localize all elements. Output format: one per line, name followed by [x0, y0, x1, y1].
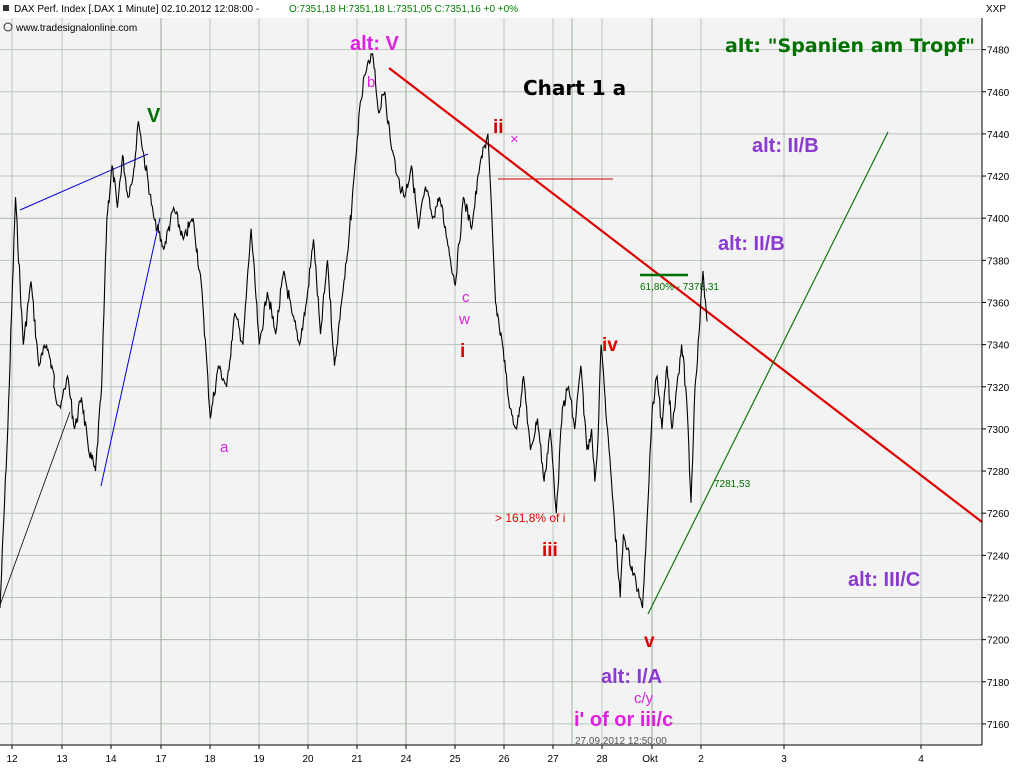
price-series	[0, 52, 708, 609]
price-line	[0, 52, 708, 609]
green-uptrend-line	[647, 131, 889, 615]
level-label: 7281,53	[714, 479, 751, 490]
y-tick-label: 7400	[987, 214, 1010, 225]
wave-label: alt: II/B	[718, 233, 785, 255]
wave-label: alt: III/C	[848, 569, 920, 591]
chart-subtitle: alt: "Spanien am Tropf"	[725, 35, 975, 57]
cursor-timestamp: 27.09.2012 12:50:00	[575, 736, 667, 747]
plot-area	[0, 18, 982, 745]
y-tick-label: 7320	[987, 383, 1010, 394]
wave-label: ii	[493, 117, 504, 138]
x-tick-label: 12	[6, 754, 18, 765]
y-tick-label: 7380	[987, 256, 1010, 267]
x-tick-label: 28	[596, 754, 608, 765]
y-tick-label: 7420	[987, 172, 1010, 183]
axis-code: XXP	[986, 4, 1006, 15]
wave-label: ×	[510, 131, 519, 148]
wave-label: alt: II/B	[752, 135, 819, 157]
y-tick-label: 7200	[987, 636, 1010, 647]
y-tick-label: 7180	[987, 678, 1010, 689]
trend-lines: 61,80% - 7378,31 7281,53	[0, 67, 983, 615]
wave-label: w	[458, 311, 470, 328]
y-tick-label: 7240	[987, 551, 1010, 562]
wave-labels: alt: V Vb a ii × cwi iv > 161,8% of i iii v alt: I…	[147, 33, 920, 731]
x-tick-label: 17	[155, 754, 167, 765]
y-tick-label: 7360	[987, 298, 1010, 309]
y-tick-label: 7440	[987, 130, 1010, 141]
wave-label: c	[462, 289, 470, 306]
x-tick-label: 27	[547, 754, 559, 765]
y-tick-label: 7460	[987, 88, 1010, 99]
y-tick-label: 7160	[987, 720, 1010, 731]
blue-channel-upper	[19, 153, 149, 211]
x-axis: 12 13 14 17 18 19 20 21 24 25 26 27 28 Okt 2 3 4	[0, 744, 982, 765]
chart-title: Chart 1 a	[523, 76, 626, 100]
x-tick-label: 19	[253, 754, 265, 765]
header-source: www.tradesignalonline.com	[15, 23, 137, 34]
x-tick-label: 2	[698, 754, 704, 765]
grid-lines	[0, 18, 982, 745]
wave-label: i	[460, 341, 465, 362]
x-tick-label: 20	[302, 754, 314, 765]
y-tick-label: 7340	[987, 341, 1010, 352]
y-tick-label: 7280	[987, 467, 1010, 478]
x-tick-label: 25	[449, 754, 461, 765]
wave-label: > 161,8% of i	[495, 511, 565, 525]
x-tick-label: Okt	[642, 754, 658, 765]
y-tick-label: 7260	[987, 509, 1010, 520]
wave-label: c/y	[634, 690, 654, 707]
wave-label: iv	[602, 335, 618, 356]
x-tick-label: 4	[918, 754, 924, 765]
blue-channel-lower	[100, 217, 161, 487]
wave-label: a	[220, 439, 229, 456]
x-tick-label: 18	[204, 754, 216, 765]
wave-label: v	[644, 631, 655, 652]
black-trend-line	[0, 411, 71, 606]
y-axis: 7160 7180 7200 7220 7240 7260 7280 7300 7320 7340…	[981, 18, 1010, 745]
wave-label: alt: V	[350, 33, 400, 55]
x-tick-label: 21	[351, 754, 363, 765]
chart-menu-icon[interactable]	[3, 5, 9, 11]
y-tick-label: 7480	[987, 46, 1010, 57]
wave-label: V	[147, 105, 161, 127]
wave-label: iii	[542, 540, 558, 561]
level-label: 61,80% - 7378,31	[640, 282, 719, 293]
header-ohlc: O:7351,18 H:7351,18 L:7351,05 C:7351,16 …	[289, 4, 518, 15]
wave-label: b	[367, 74, 375, 91]
y-tick-label: 7300	[987, 425, 1010, 436]
x-tick-label: 14	[105, 754, 117, 765]
wave-label: alt: I/A	[601, 666, 662, 688]
x-tick-label: 26	[498, 754, 510, 765]
x-tick-label: 13	[56, 754, 68, 765]
x-tick-label: 3	[781, 754, 787, 765]
x-tick-label: 24	[400, 754, 412, 765]
y-tick-label: 7220	[987, 593, 1010, 604]
copyright-icon	[3, 22, 13, 32]
red-downtrend-line	[388, 67, 983, 523]
header-instrument: DAX Perf. Index [.DAX 1 Minute] 02.10.20…	[14, 4, 259, 15]
wave-label: i' of or iii/c	[574, 709, 673, 731]
